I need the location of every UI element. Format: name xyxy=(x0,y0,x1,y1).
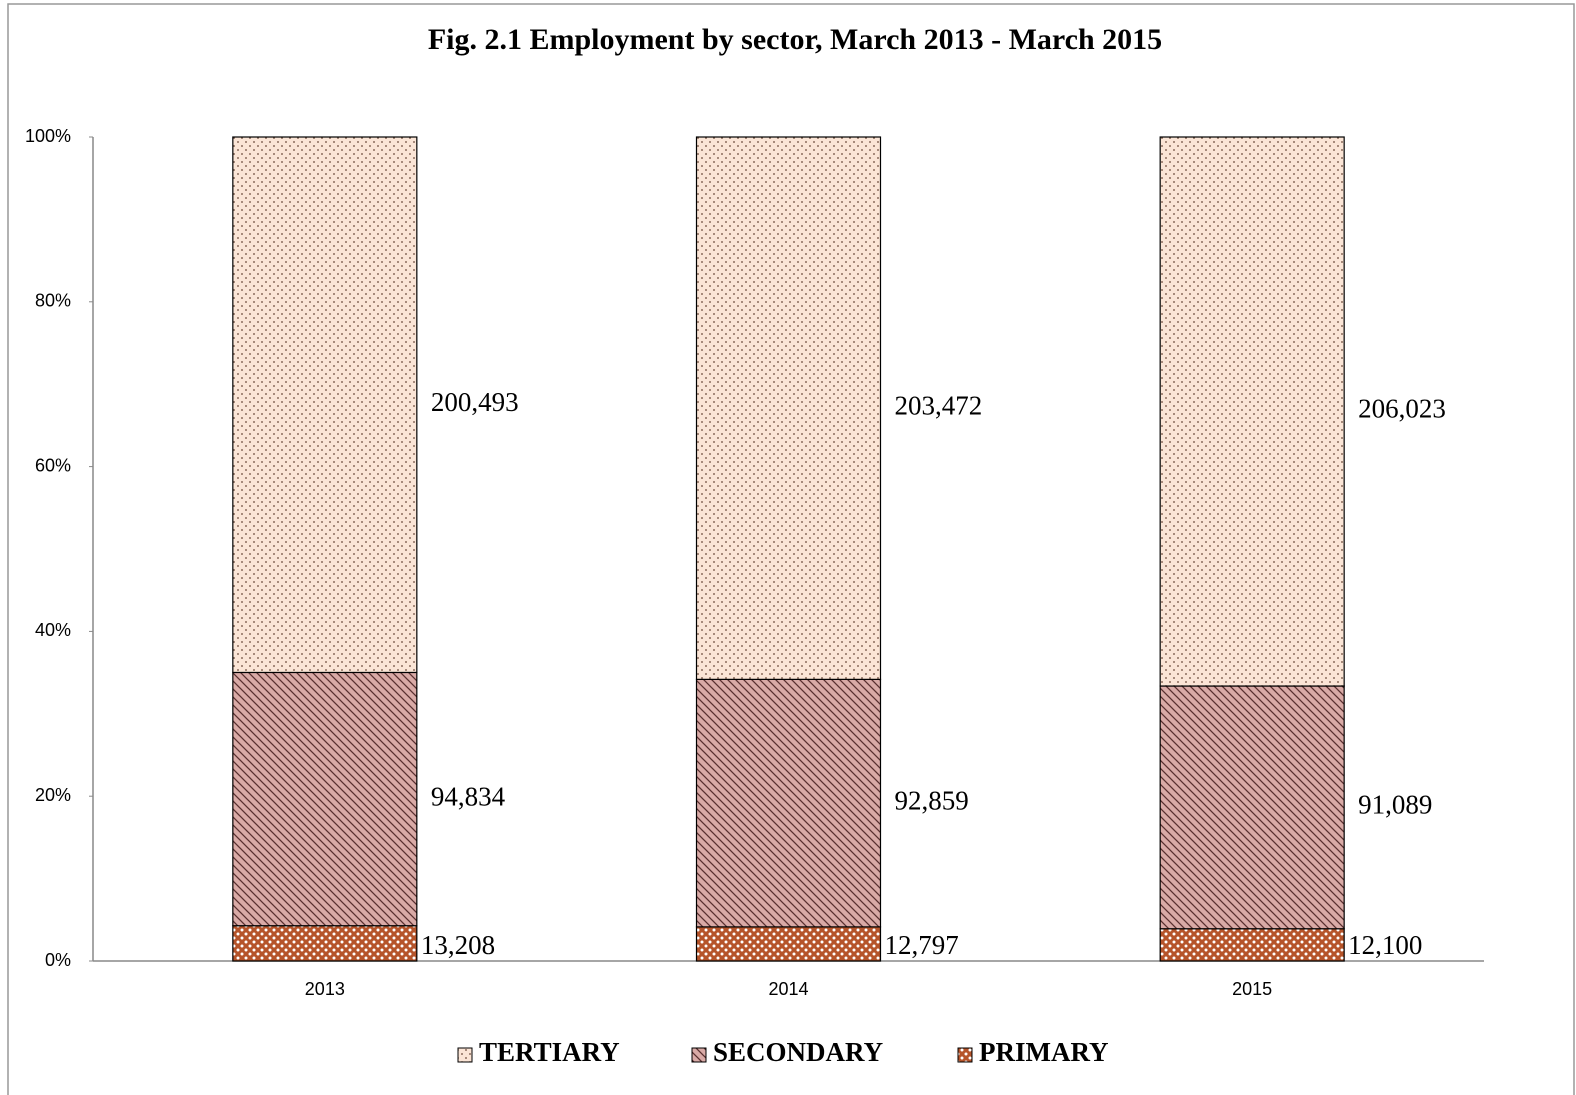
y-tick-label: 60% xyxy=(35,455,71,475)
y-tick-label: 40% xyxy=(35,620,71,640)
data-label: 92,859 xyxy=(895,785,969,815)
bar-segment xyxy=(232,925,418,962)
legend-label: PRIMARY xyxy=(979,1037,1109,1067)
data-label: 203,472 xyxy=(895,390,983,420)
y-tick-label: 20% xyxy=(35,785,71,805)
legend-swatch xyxy=(957,1047,973,1063)
bar-segment xyxy=(232,136,418,674)
y-tick-label: 100% xyxy=(25,126,71,146)
data-label: 12,100 xyxy=(1348,930,1422,960)
x-tick-label: 2015 xyxy=(1232,979,1272,999)
bar-segment xyxy=(1159,928,1345,962)
y-tick-label: 0% xyxy=(45,950,71,970)
data-label: 91,089 xyxy=(1358,790,1432,820)
data-label: 94,834 xyxy=(431,781,506,811)
bar-segment xyxy=(232,671,418,927)
chart-title: Fig. 2.1 Employment by sector, March 201… xyxy=(428,23,1162,56)
bar-segment xyxy=(1159,136,1345,687)
bar-segment xyxy=(695,136,882,680)
y-tick-label: 80% xyxy=(35,291,71,311)
legend-swatch xyxy=(691,1047,707,1063)
x-tick-label: 2013 xyxy=(305,979,345,999)
bar-segment xyxy=(695,678,882,928)
data-label: 200,493 xyxy=(431,387,519,417)
legend-label: SECONDARY xyxy=(713,1037,883,1067)
x-tick-label: 2014 xyxy=(768,979,808,999)
data-label: 13,208 xyxy=(421,930,495,960)
data-label: 12,797 xyxy=(885,930,959,960)
bar-segment xyxy=(1159,685,1345,930)
bar-segment xyxy=(695,926,882,962)
legend-label: TERTIARY xyxy=(479,1037,620,1067)
data-label: 206,023 xyxy=(1358,394,1446,424)
legend-swatch xyxy=(457,1047,473,1063)
